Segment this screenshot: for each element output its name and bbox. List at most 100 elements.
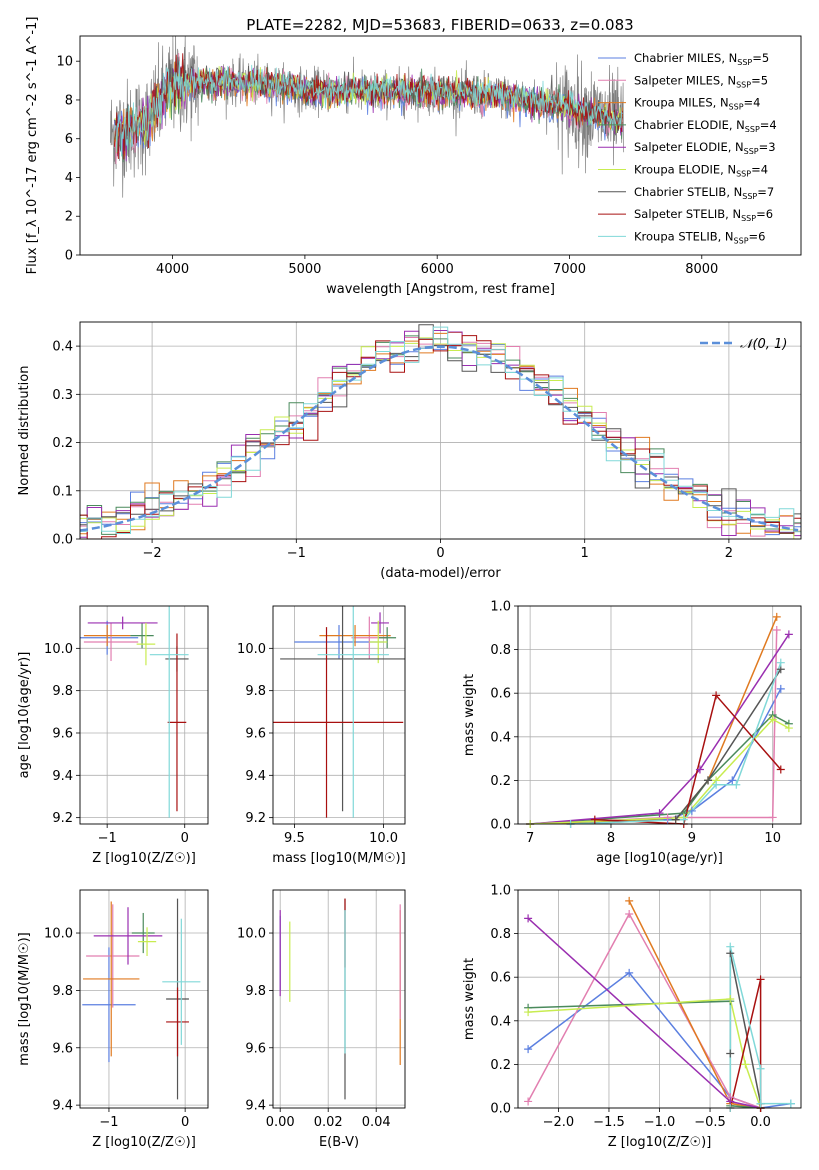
errorbar-point-1	[83, 622, 139, 662]
legend-entry-8: Kroupa STELIB, NSSP=6	[634, 229, 765, 245]
legend-subscript: SSP	[736, 170, 751, 179]
y-tick-label: 10.0	[44, 642, 73, 657]
y-tick-label: 6	[65, 132, 73, 147]
axes-frame	[517, 605, 802, 825]
errorbar-point-5	[136, 622, 156, 666]
legend-subscript: SSP	[736, 80, 751, 89]
series-marker-2	[625, 896, 634, 905]
x-tick-label: 6000	[421, 262, 454, 277]
y-tick-label: 4	[65, 171, 73, 186]
series-marker-8	[732, 780, 741, 789]
x-tick-label: 0.00	[266, 1115, 295, 1130]
series-line-8	[570, 662, 782, 824]
errorbar-point-3	[131, 912, 155, 954]
axes-frame	[517, 889, 802, 1109]
panel-mass_vs_EBV: 0.00 0.02 0.04 9.4 9.6 9.8 10.0 E(B-V)	[237, 889, 406, 1150]
x-tick-label: 8	[607, 831, 615, 846]
errorbar-point-4	[371, 612, 389, 634]
series-marker-6	[704, 776, 713, 785]
y-axis-label: mass [log10(M/M☉)]	[17, 932, 32, 1065]
errorbar-point-2	[83, 901, 140, 1057]
errorbar-point-8	[162, 918, 201, 1045]
panel-spectrum: 4000 5000 6000 7000 8000 0 2 4 6 8 10 wavelength [A…	[25, 17, 802, 297]
x-tick-label: 10	[764, 831, 781, 846]
series-marker-1	[768, 813, 777, 822]
errorbar-point-3	[378, 627, 397, 649]
series-marker-8	[679, 815, 688, 824]
y-tick-label: 8	[65, 93, 73, 108]
panel-age_vs_mass: 9.5 10.0 9.2 9.4 9.6 9.8 10.0 mass [log10(M/M☉)…	[237, 605, 406, 866]
series-marker-1	[524, 1097, 533, 1106]
x-tick-label: 0.0	[750, 1115, 771, 1130]
y-tick-label: 0.8	[490, 643, 511, 658]
errorbar-point-5	[137, 927, 157, 956]
x-axis-label: wavelength [Angstrom, rest frame]	[326, 282, 555, 297]
series-marker-0	[776, 684, 785, 693]
errorbar-point-4	[87, 616, 158, 630]
x-tick-label: 9	[688, 831, 696, 846]
x-tick-label: −1.5	[593, 1115, 625, 1130]
series-marker-1	[772, 625, 781, 634]
errorbar-point-7	[273, 627, 404, 818]
legend-subscript: SSP	[741, 214, 756, 223]
series-marker-7	[776, 765, 785, 774]
legend-entry-4: Salpeter ELODIE, NSSP=3	[634, 140, 776, 156]
x-tick-label: 1	[581, 546, 589, 561]
x-tick-label: 0.04	[362, 1115, 391, 1130]
errorbar-point-8	[149, 606, 189, 818]
legend-normal-label: 𝒩(0, 1)	[740, 337, 787, 352]
panel-age_vs_Z: −1 0 9.2 9.4 9.6 9.8 10.0 Z [log10(Z/Z☉)] age [l…	[17, 605, 209, 866]
x-tick-label: −1	[287, 546, 306, 561]
y-tick-label: 9.6	[245, 726, 266, 741]
x-tick-label: 7	[526, 831, 534, 846]
y-axis-label: mass weight	[462, 958, 477, 1040]
normal-reference-curve	[80, 345, 799, 532]
series-marker-0	[524, 1045, 533, 1054]
series-marker-2	[772, 612, 781, 621]
axes-frame	[79, 321, 802, 540]
legend-subscript: SSP	[745, 125, 760, 134]
x-axis-label: mass [log10(M/M☉)]	[272, 851, 405, 866]
y-tick-label: 10.0	[44, 927, 73, 942]
axes-frame	[79, 35, 802, 256]
errorbar-point-8	[317, 606, 389, 818]
plot-area-age_vs_mass	[273, 606, 405, 818]
series-marker-0	[687, 806, 696, 815]
series-marker-1	[625, 909, 634, 918]
legend-nssp: =3	[759, 140, 776, 154]
x-tick-label: −2	[143, 546, 162, 561]
y-tick-label: 0.8	[490, 927, 511, 942]
series-marker-1	[663, 813, 672, 822]
y-tick-label: 9.8	[245, 984, 266, 999]
series-marker-8	[776, 658, 785, 667]
y-axis-label: mass weight	[462, 674, 477, 756]
x-tick-label: 0.02	[314, 1115, 343, 1130]
series-marker-8	[786, 1099, 795, 1108]
series-marker-8	[756, 1099, 765, 1108]
legend-entry-5: Kroupa ELODIE, NSSP=4	[634, 163, 768, 179]
errorbar-point-4	[93, 907, 163, 965]
x-axis-label: E(B-V)	[319, 1135, 359, 1150]
legend-nssp: =6	[756, 207, 773, 221]
y-tick-label: 0.4	[490, 1014, 511, 1029]
y-tick-label: 9.8	[245, 684, 266, 699]
x-tick-label: −1	[99, 1115, 118, 1130]
y-tick-label: 1.0	[490, 600, 511, 615]
errorbar-point-7	[166, 987, 189, 1057]
x-tick-label: 0	[436, 546, 444, 561]
legend-nssp: =4	[744, 96, 761, 110]
y-axis-label: Flux [f_λ 10^-17 erg cm^-2 s^-1 A^-1]	[25, 17, 40, 275]
legend-nssp: =6	[749, 229, 766, 243]
x-axis-label: Z [log10(Z/Z☉)]	[608, 1135, 712, 1150]
x-tick-label: 8000	[685, 262, 718, 277]
y-tick-label: 9.8	[52, 984, 73, 999]
series-line-5	[528, 998, 762, 1108]
axes-frame	[272, 889, 406, 1109]
series-line-0	[530, 688, 782, 824]
series-marker-7	[712, 691, 721, 700]
panel-residual_histogram: −2 −1 0 1 2 0.0 0.1 0.2 0.3 0.4 (data-model)/error…	[17, 321, 802, 581]
errorbar-point-7	[167, 633, 187, 812]
y-tick-label: 10.0	[237, 642, 266, 657]
series-marker-0	[625, 968, 634, 977]
legend-entry-6: Chabrier STELIB, NSSP=7	[634, 185, 774, 201]
